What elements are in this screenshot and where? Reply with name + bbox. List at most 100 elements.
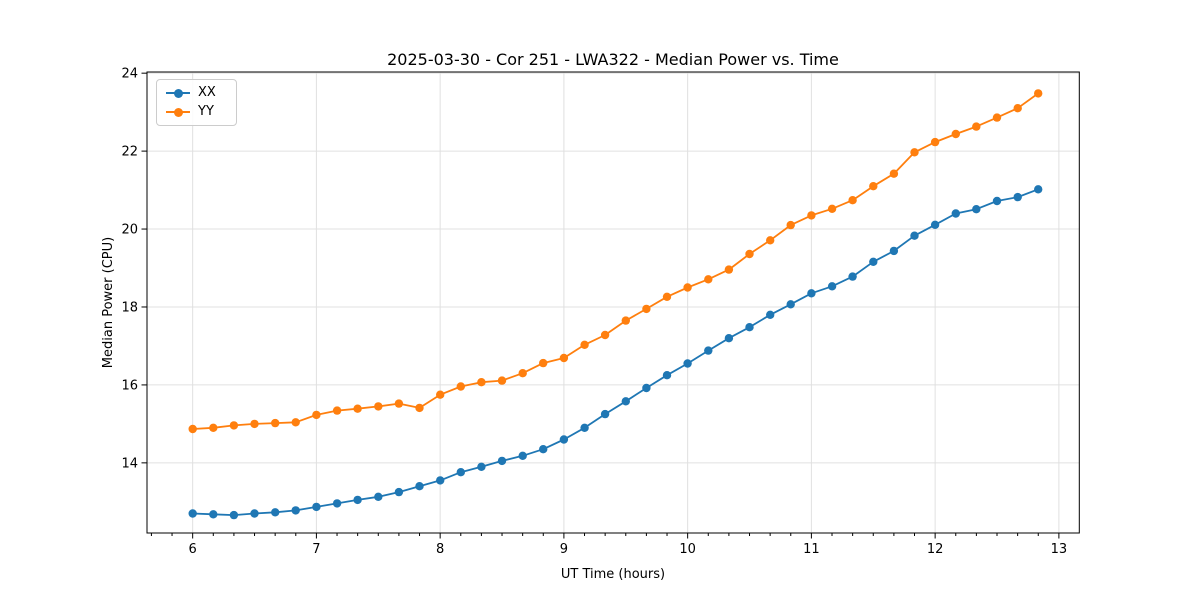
data-point-xx — [724, 334, 734, 343]
data-point-yy — [1013, 104, 1022, 113]
data-point-yy — [704, 275, 713, 284]
data-point-yy — [1034, 89, 1043, 98]
data-point-yy — [518, 369, 527, 378]
data-point-xx — [683, 359, 692, 368]
data-point-xx — [889, 246, 899, 256]
data-point-xx — [621, 397, 630, 406]
data-point-xx — [353, 495, 362, 505]
data-point-xx — [518, 451, 527, 460]
x-tick-label: 11 — [803, 542, 820, 557]
data-point-yy — [580, 340, 589, 349]
data-point-xx — [600, 409, 610, 419]
data-point-yy — [827, 204, 837, 213]
data-point-yy — [559, 353, 569, 363]
data-point-yy — [600, 330, 610, 340]
y-axis-label: Median Power (CPU) — [101, 237, 116, 368]
data-point-yy — [436, 390, 445, 399]
data-point-xx — [930, 220, 940, 229]
data-point-yy — [951, 129, 960, 139]
data-point-xx — [972, 205, 981, 214]
data-point-yy — [786, 220, 795, 230]
data-point-yy — [250, 419, 259, 429]
grid-layer — [147, 72, 1080, 533]
data-point-xx — [1034, 185, 1043, 194]
legend-item-yy: YY — [166, 104, 228, 120]
x-tick-label: 6 — [189, 542, 197, 557]
data-point-yy — [869, 182, 878, 191]
data-point-yy — [683, 283, 692, 292]
y-tick-label: 16 — [121, 378, 138, 393]
data-point-xx — [580, 423, 589, 432]
data-point-xx — [415, 482, 424, 491]
data-point-yy — [745, 249, 754, 259]
data-point-xx — [807, 289, 816, 298]
data-point-xx — [745, 323, 754, 332]
legend-line-marker-icon — [166, 85, 190, 101]
x-tick-label: 10 — [679, 542, 696, 557]
legend-label-xx: XX — [198, 85, 216, 100]
tick-layer: 6 7 8 9 10 11 12 13 14 16 18 20 22 24 — [121, 67, 1067, 557]
series-layer — [188, 89, 1043, 520]
x-tick-label: 8 — [436, 542, 444, 557]
legend-line-marker-icon — [166, 104, 190, 120]
data-point-yy — [332, 406, 342, 415]
y-tick-label: 14 — [121, 456, 138, 471]
data-point-yy — [477, 378, 486, 387]
x-axis-label: UT Time (hours) — [561, 567, 665, 582]
x-tick-label: 9 — [560, 542, 568, 557]
data-point-yy — [353, 404, 362, 413]
data-point-xx — [436, 476, 445, 485]
data-point-xx — [250, 509, 259, 518]
plot-border — [146, 71, 1080, 534]
data-point-xx — [477, 462, 486, 471]
data-point-yy — [312, 410, 321, 420]
data-point-xx — [786, 300, 795, 309]
data-point-xx — [209, 510, 218, 519]
data-point-yy — [539, 358, 548, 368]
data-point-yy — [642, 304, 651, 314]
data-point-yy — [415, 403, 424, 413]
legend: XX YY — [156, 79, 237, 126]
data-point-yy — [621, 316, 630, 325]
data-point-yy — [807, 211, 816, 220]
data-point-yy — [848, 196, 857, 205]
y-tick-label: 18 — [121, 300, 138, 315]
data-point-yy — [992, 113, 1002, 122]
data-point-yy — [271, 418, 280, 428]
data-point-yy — [930, 137, 940, 147]
data-point-yy — [229, 421, 239, 430]
data-point-yy — [374, 402, 383, 411]
data-point-xx — [394, 487, 404, 497]
data-point-xx — [312, 502, 321, 512]
data-point-yy — [662, 292, 672, 301]
data-point-xx — [642, 383, 651, 393]
data-point-yy — [394, 399, 404, 408]
chart-title: 2025-03-30 - Cor 251 - LWA322 - Median P… — [387, 50, 839, 69]
data-point-xx — [332, 499, 342, 508]
data-point-yy — [910, 148, 919, 157]
y-tick-label: 24 — [121, 67, 138, 82]
data-point-yy — [724, 265, 734, 274]
x-tick-label: 13 — [1051, 542, 1068, 557]
data-point-xx — [188, 509, 197, 518]
data-point-xx — [291, 506, 300, 515]
legend-item-xx: XX — [166, 85, 228, 101]
y-tick-label: 22 — [121, 145, 138, 160]
data-point-xx — [559, 435, 569, 444]
data-point-xx — [869, 257, 878, 266]
x-tick-label: 7 — [312, 542, 320, 557]
data-point-yy — [889, 169, 899, 178]
data-point-xx — [271, 508, 280, 517]
data-point-xx — [229, 510, 239, 520]
data-point-xx — [848, 272, 857, 281]
series-line-yy — [192, 92, 1039, 430]
data-point-xx — [662, 371, 672, 380]
data-point-xx — [704, 346, 713, 355]
data-point-xx — [374, 492, 383, 501]
data-point-xx — [456, 468, 465, 477]
data-point-yy — [456, 382, 465, 391]
data-point-yy — [972, 122, 981, 131]
data-point-xx — [910, 231, 919, 240]
